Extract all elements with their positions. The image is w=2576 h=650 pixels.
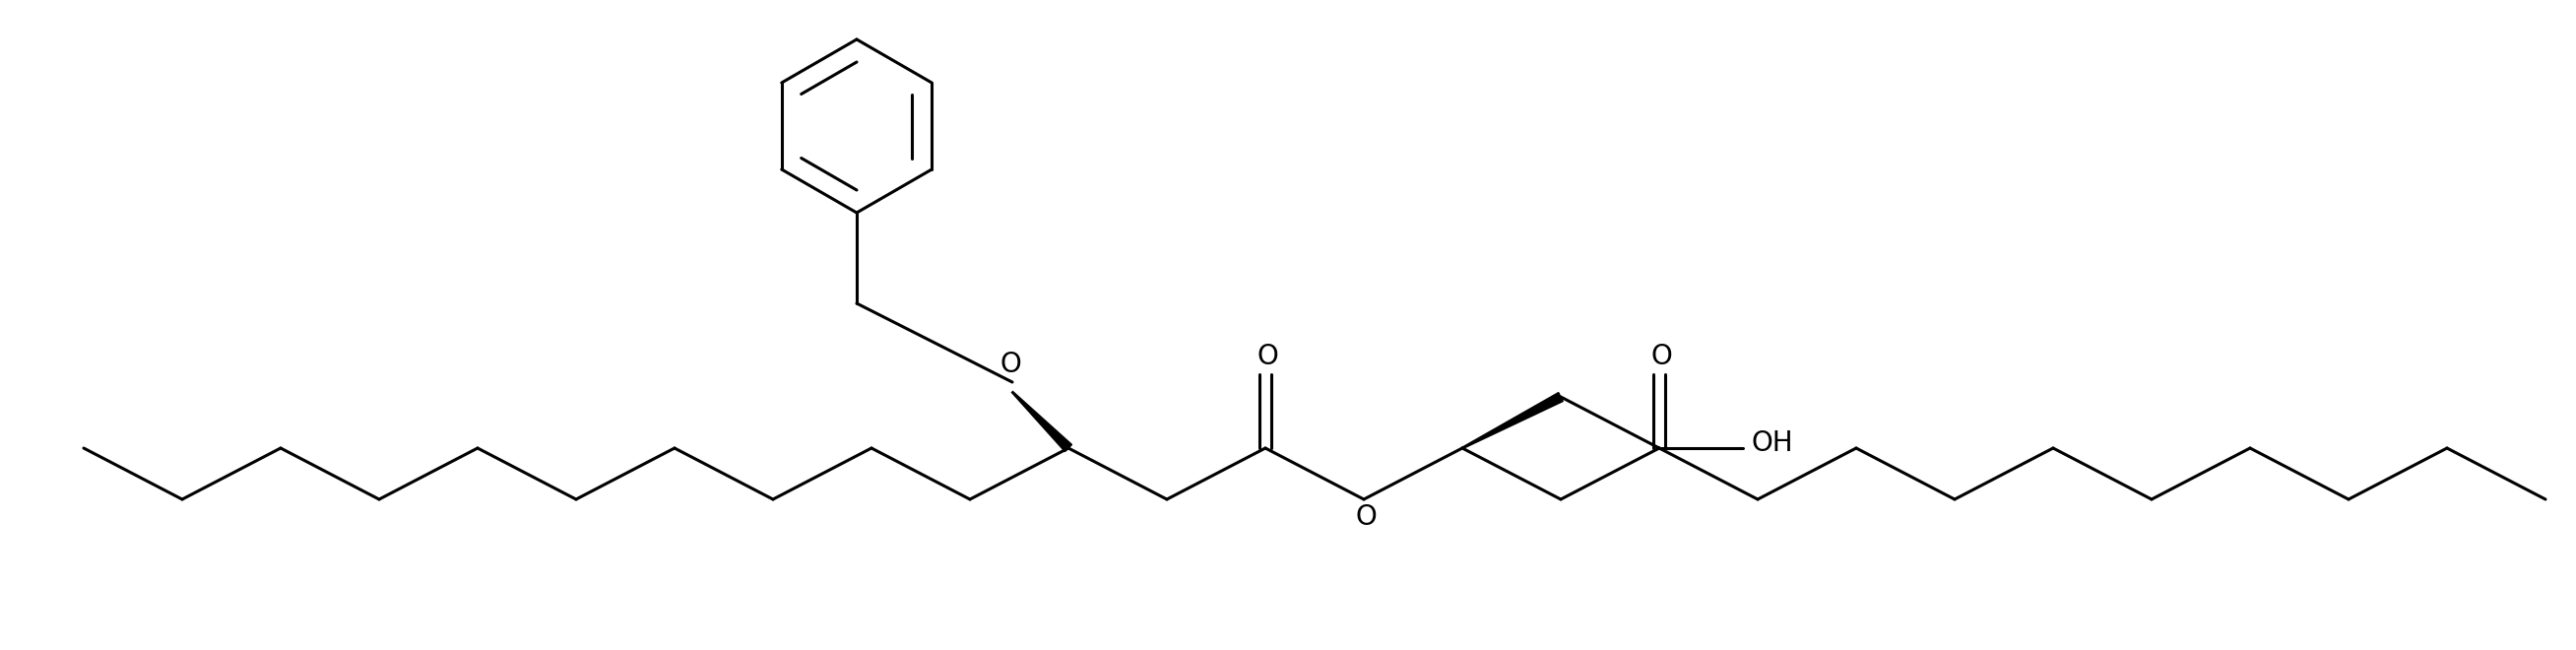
- Text: O: O: [1355, 503, 1376, 531]
- Text: O: O: [1257, 343, 1278, 370]
- Polygon shape: [1012, 391, 1072, 452]
- Text: O: O: [1651, 343, 1672, 370]
- Text: OH: OH: [1752, 430, 1793, 457]
- Polygon shape: [1463, 393, 1564, 448]
- Text: O: O: [999, 350, 1020, 378]
